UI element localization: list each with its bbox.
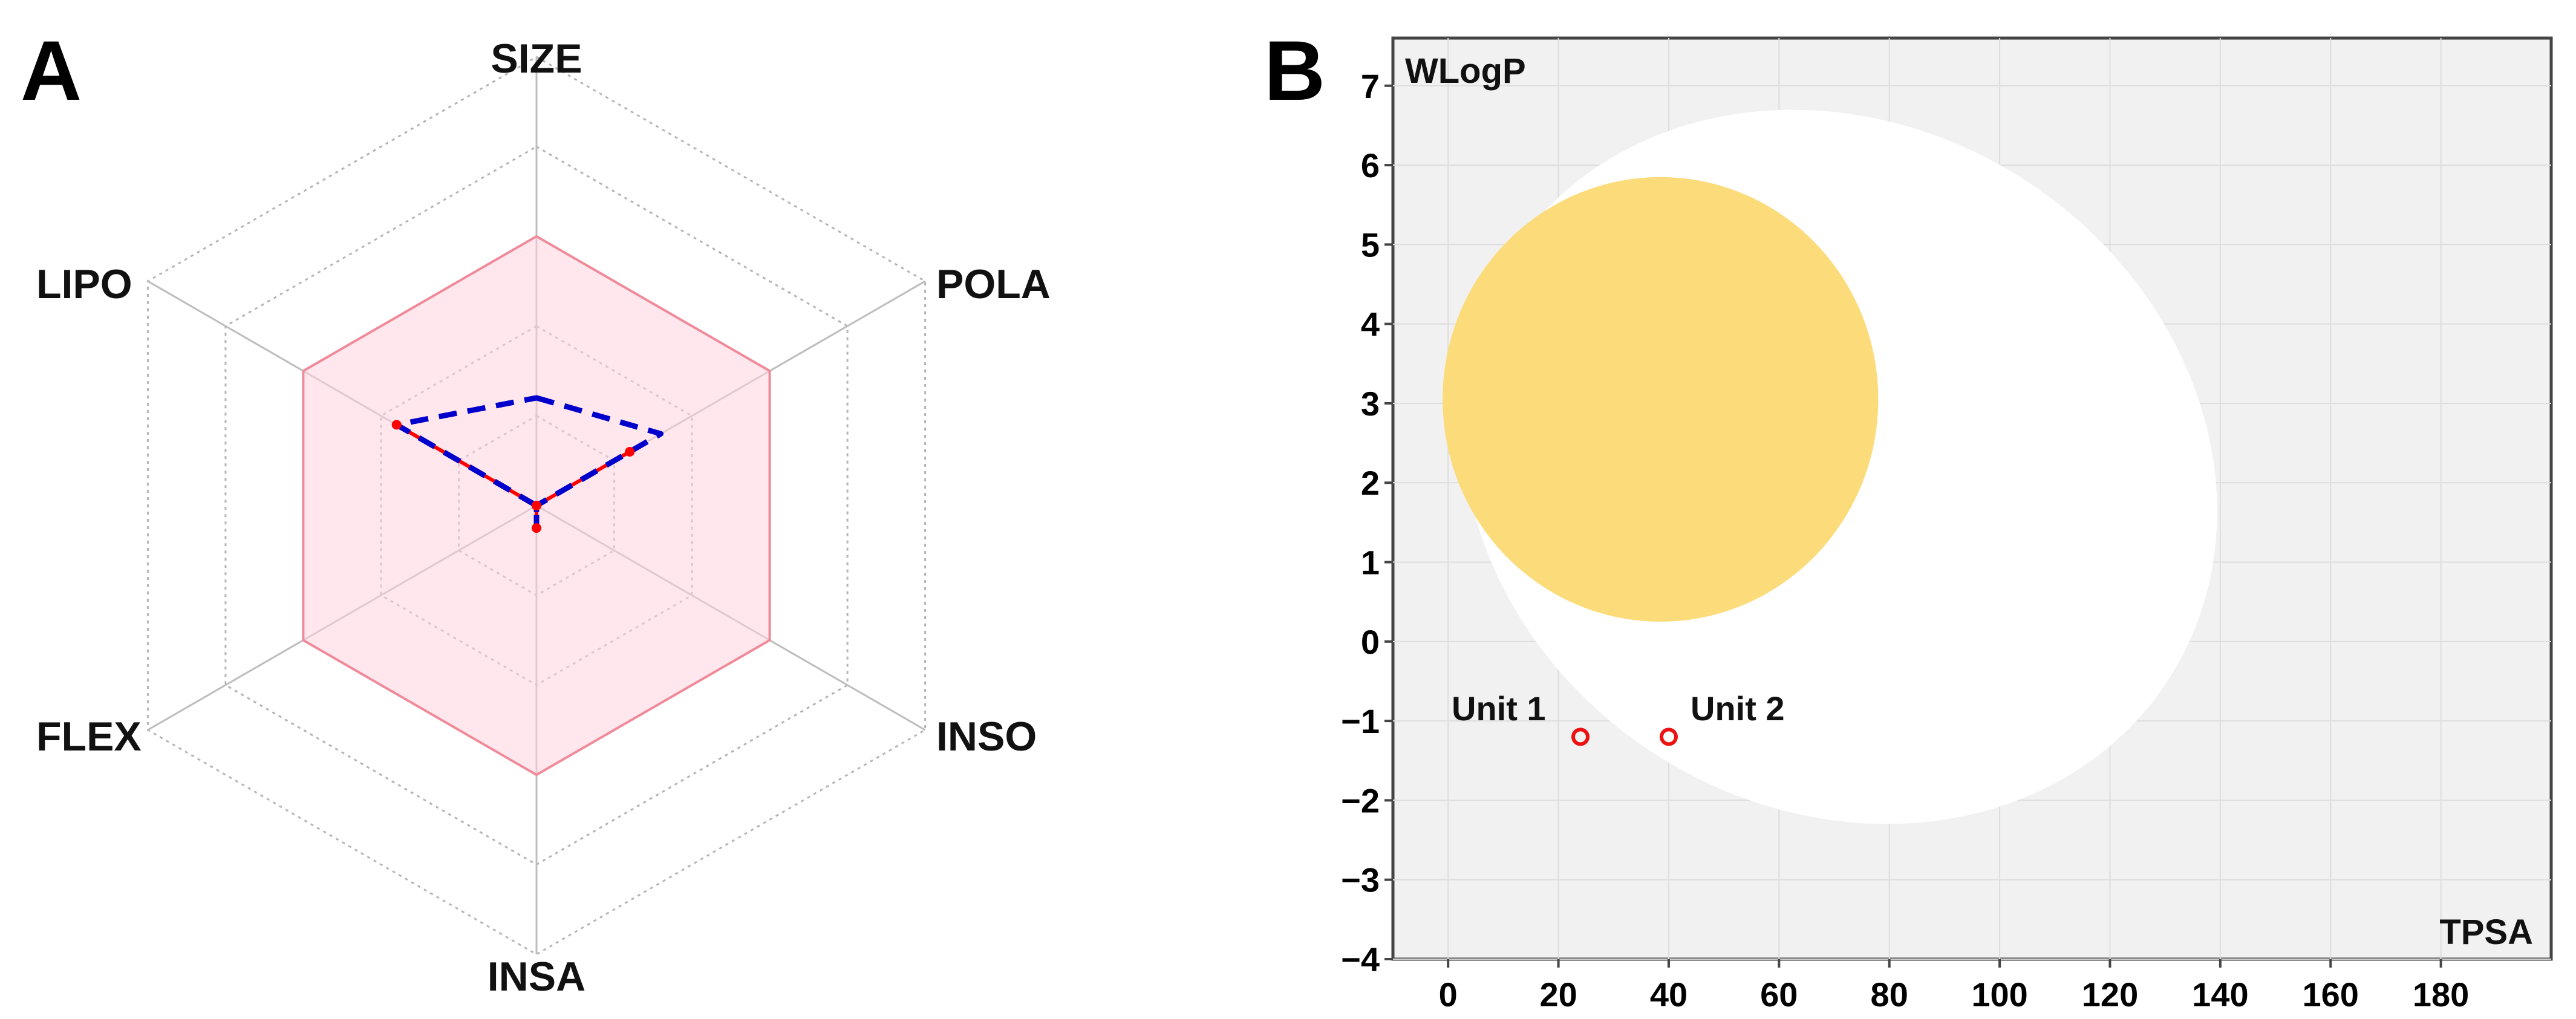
y-tick-label: 5 — [1361, 226, 1380, 264]
y-tick-label: −1 — [1341, 702, 1380, 740]
region-yolk — [1443, 177, 1879, 622]
point-label-unit-2: Unit 2 — [1691, 689, 1785, 728]
y-axis-label: WLogP — [1405, 51, 1526, 91]
y-tick-label: 2 — [1361, 464, 1380, 502]
x-tick-label: 40 — [1650, 975, 1687, 1014]
panel-b: B 0 20 40 60 80 100 120 140 160 180 7 6 5 4 3 2 1 0 −1 −2 −3… — [1264, 23, 2553, 1014]
radar-axis-labels: SIZE POLA INSO INSA FLEX LIPO — [36, 36, 1051, 1000]
data-point-unit-2 — [1660, 728, 1678, 746]
y-tick-label: 6 — [1361, 146, 1380, 184]
x-tick-label: 60 — [1760, 975, 1798, 1014]
y-tick-label: 4 — [1361, 305, 1380, 343]
x-tick-label: 140 — [2192, 975, 2248, 1014]
plot-regions — [1443, 109, 2217, 824]
y-tick-label: −3 — [1341, 861, 1380, 899]
plot-points — [1571, 728, 1678, 746]
radar-label-size: SIZE — [491, 36, 582, 82]
radar-label-insa: INSA — [487, 954, 585, 1000]
data-point-unit-1 — [1571, 728, 1590, 746]
panel-a: A SIZE POLA INSO INSA FLEX LIPO — [21, 23, 1051, 1000]
radar-vertex — [625, 447, 635, 457]
x-tick-label: 180 — [2413, 975, 2469, 1014]
radar-vertex — [391, 420, 402, 430]
x-tick-label: 160 — [2302, 975, 2358, 1014]
panel-a-letter: A — [21, 23, 82, 118]
panel-b-letter: B — [1264, 23, 1325, 118]
x-tick-label: 100 — [1971, 975, 2027, 1014]
x-tick-label: 20 — [1539, 975, 1577, 1014]
radar-vertex — [532, 523, 541, 533]
y-tick-label: 0 — [1361, 623, 1380, 661]
radar-label-flex: FLEX — [36, 714, 142, 760]
y-tick-label: 1 — [1361, 544, 1380, 582]
y-tick-label: −2 — [1341, 781, 1380, 819]
y-tick-label: −4 — [1341, 940, 1380, 978]
radar-label-lipo: LIPO — [36, 261, 132, 307]
x-tick-label: 120 — [2082, 975, 2138, 1014]
radar-label-pola: POLA — [936, 261, 1051, 307]
plot-ticks: 0 20 40 60 80 100 120 140 160 180 7 6 5 4 3 2 1 0 −1 −2 −3 −4 — [1341, 67, 2469, 1014]
y-tick-label: 7 — [1361, 67, 1380, 105]
radar-vertex — [532, 501, 541, 510]
x-tick-label: 0 — [1439, 975, 1458, 1014]
radar-series — [391, 395, 664, 533]
y-tick-label: 3 — [1361, 385, 1380, 423]
radar-label-inso: INSO — [936, 714, 1037, 760]
point-label-unit-1: Unit 1 — [1452, 689, 1546, 728]
x-axis-label: TPSA — [2439, 913, 2533, 952]
x-tick-label: 80 — [1871, 975, 1908, 1014]
